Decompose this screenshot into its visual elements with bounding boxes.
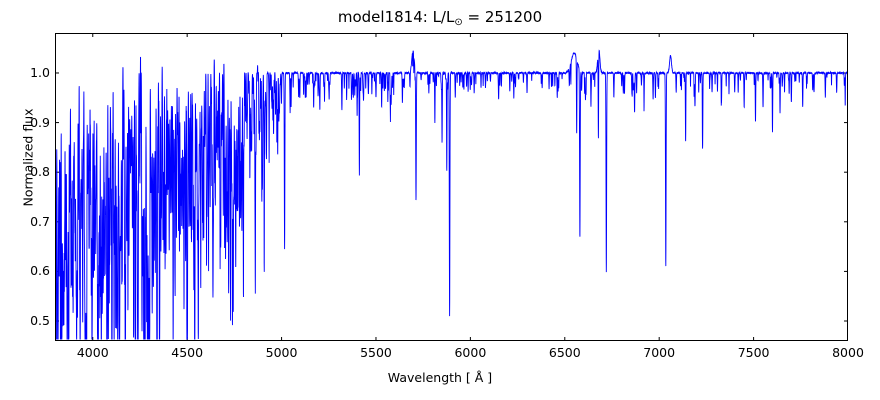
x-tick-label: 4500 <box>171 345 204 360</box>
spectrum-line <box>55 49 848 340</box>
y-tick-label: 0.5 <box>30 313 50 328</box>
x-tick-label: 7000 <box>643 345 676 360</box>
y-tick-label: 0.7 <box>30 213 50 229</box>
y-tick-label-group: 0.5 0.6 0.7 0.8 0.9 1.0 <box>0 33 50 341</box>
x-tick-label: 5000 <box>265 345 298 360</box>
y-tick-label: 1.0 <box>30 64 50 80</box>
y-tick-label: 0.8 <box>30 164 50 180</box>
spectrum-plot-svg <box>55 33 848 341</box>
plot-frame <box>55 33 848 341</box>
sun-symbol-icon: ⊙ <box>454 16 463 28</box>
x-tick-label: 6500 <box>548 345 581 360</box>
x-tick-label: 6000 <box>454 345 487 360</box>
x-tick-label: 7500 <box>737 345 770 360</box>
x-tick-label-group: 4000 4500 5000 5500 6000 6500 7000 7500 8000 <box>55 345 864 365</box>
plot-title-prefix: model1814: L/L <box>337 8 455 26</box>
x-axis-label: Wavelength [ Å ] <box>387 370 493 385</box>
plot-title: model1814: L/L⊙ = 251200 <box>0 8 880 32</box>
x-tick-label: 4000 <box>76 345 109 360</box>
x-tick-label: 5500 <box>360 345 392 360</box>
x-tick-label: 8000 <box>832 345 864 360</box>
y-tick-label: 0.9 <box>30 114 50 130</box>
y-tick-label: 0.6 <box>30 263 50 279</box>
plot-area <box>55 33 848 341</box>
plot-title-suffix: = 251200 <box>462 8 543 26</box>
